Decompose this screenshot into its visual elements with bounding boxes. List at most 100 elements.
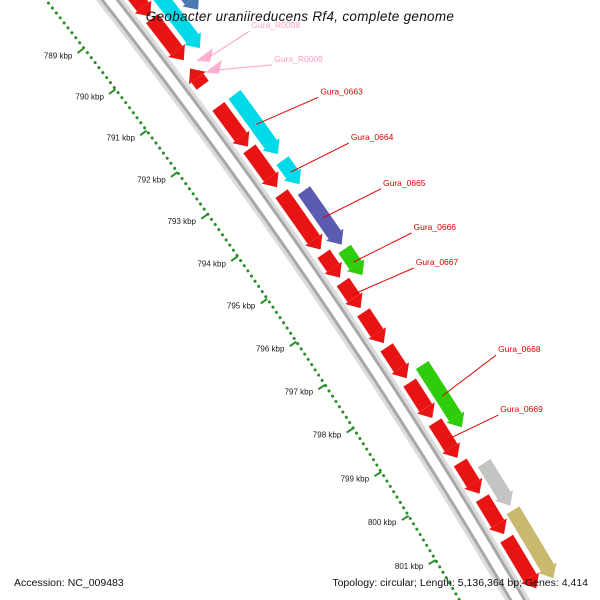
gene-arrow <box>153 0 201 49</box>
gene-arrow-body <box>275 189 320 244</box>
gene-label: Gura_R0009 <box>274 54 323 64</box>
gene-arrow-body <box>212 101 247 142</box>
gene-arrow-head <box>324 261 342 278</box>
gene-arrow-head <box>442 442 460 458</box>
gene-arrow-head <box>261 171 279 188</box>
gene-arrow <box>276 156 301 185</box>
gene-arrow-head <box>134 0 152 17</box>
gene-arrow-head <box>189 68 206 85</box>
gene-arrow-body <box>336 277 361 303</box>
gene-arrow <box>275 189 323 250</box>
gene-arrow <box>428 418 460 458</box>
tick-label: 797 kbp <box>285 387 314 396</box>
tick-label: 798 kbp <box>313 431 342 440</box>
gene-arrow-head <box>521 572 540 589</box>
gene-arrow-body <box>380 343 407 373</box>
gene-arrow <box>477 459 513 506</box>
gene-label: Gura_R0008 <box>251 20 300 30</box>
gene-arrow <box>415 361 465 428</box>
callout-line <box>441 354 497 397</box>
gene-arrow-body <box>243 144 277 182</box>
gene-arrow-head <box>488 518 507 535</box>
gene-arrow-head <box>305 233 323 250</box>
gene-arrow-body <box>475 494 505 528</box>
tick-mark <box>289 340 297 348</box>
gene-arrow-body <box>453 458 480 488</box>
callout-line <box>207 30 250 59</box>
gene-arrow <box>205 59 222 74</box>
gene-label: Gura_0666 <box>413 222 456 232</box>
tick-label: 799 kbp <box>341 474 370 483</box>
gene-label: Gura_0669 <box>500 404 543 414</box>
tick-label: 794 kbp <box>197 259 226 268</box>
callout-line <box>353 232 412 263</box>
gene-arrow <box>336 277 363 309</box>
tick-mark <box>260 298 268 305</box>
gene-label: Gura_0663 <box>320 86 363 96</box>
gene-label: Gura_0664 <box>351 132 394 142</box>
gene-arrow-head <box>464 477 483 494</box>
gene-arrow <box>243 144 279 188</box>
gene-arrow <box>380 343 409 379</box>
gene-arrow-body <box>477 459 511 500</box>
tick-label: 795 kbp <box>227 302 256 311</box>
gene-arrow-head <box>184 32 201 49</box>
tick-label: 791 kbp <box>107 134 136 143</box>
gene-arrow-head <box>232 130 250 147</box>
gene-arrow <box>357 308 386 344</box>
callout-line <box>290 142 350 173</box>
gene-arrow-head <box>196 48 213 62</box>
accession-text: Accession: NC_009483 <box>14 577 124 589</box>
tick-mark <box>139 129 148 137</box>
gene-arrow <box>212 101 250 147</box>
gene-arrow-head <box>417 402 435 418</box>
gene-arrow-head <box>347 259 365 276</box>
gene-arrow-body <box>228 90 277 149</box>
tick-mark <box>373 471 382 478</box>
callout-line <box>446 414 499 441</box>
gene-arrow-body <box>146 13 183 56</box>
tick-label: 801 kbp <box>395 562 424 571</box>
gene-arrow-head <box>368 327 386 344</box>
gene-arrow-body <box>191 73 209 90</box>
gene-arrow-body <box>338 244 362 270</box>
gene-arrow <box>297 186 344 245</box>
map-title: Geobacter uraniireducens Rf4, complete g… <box>145 9 455 24</box>
gene-arrow-body <box>500 534 537 582</box>
gene-arrow-body <box>357 308 384 338</box>
gene-arrow-head <box>391 362 409 379</box>
tick-label: 800 kbp <box>368 518 397 527</box>
gene-arrow <box>128 0 152 17</box>
gene-arrow <box>475 494 507 535</box>
tick-label: 793 kbp <box>168 217 197 226</box>
gene-arrow <box>146 13 185 61</box>
callout-line <box>322 188 382 219</box>
gene-arrow-head <box>168 44 185 61</box>
gene-arrow-head <box>495 490 513 506</box>
gene-arrow-head <box>538 562 557 579</box>
callout-line <box>256 96 319 125</box>
gene-arrow-head <box>283 168 301 185</box>
tick-mark <box>200 213 209 220</box>
gene-arrow <box>500 534 540 589</box>
tick-label: 790 kbp <box>75 92 104 101</box>
status-bar: Accession: NC_009483 Topology: circular;… <box>0 572 600 600</box>
gene-arrow <box>181 0 199 10</box>
tick-mark <box>401 514 410 521</box>
gene-arrow-body <box>506 506 554 572</box>
tick-mark <box>108 88 117 95</box>
gene-arrow-body <box>276 156 299 179</box>
gene-arrow-body <box>403 378 433 412</box>
gene-arrow-body <box>128 0 149 12</box>
gene-arrow <box>196 48 213 62</box>
tick-mark <box>170 171 178 178</box>
tick-mark <box>428 559 437 566</box>
gene-arrow-body <box>317 249 340 272</box>
tick-label: 796 kbp <box>256 344 285 353</box>
gene-arrow <box>506 506 557 579</box>
